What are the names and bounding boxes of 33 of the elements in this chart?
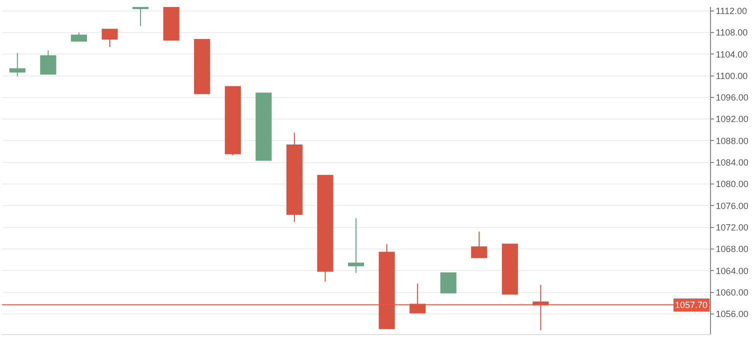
y-tick-label: 1108.00 [716,28,748,38]
candlestick [286,132,302,222]
y-tick-label: 1092.00 [716,114,748,124]
candlestick [256,92,272,161]
y-tick-label: 1076.00 [716,200,748,211]
candlestick [410,283,426,314]
y-tick-label: 1084.00 [716,158,748,168]
ref-line-label: 1057.70 [675,300,708,310]
candlestick [70,32,87,42]
candlestick [378,244,395,330]
candlestick [163,7,180,41]
y-tick-label: 1068.00 [716,244,748,254]
candlestick [9,52,26,77]
y-tick-label: 1088.00 [716,136,748,146]
y-tick-label: 1096.00 [716,92,748,103]
y-tick-label: 1112.00 [716,6,748,16]
y-tick-label: 1100.00 [716,70,748,81]
y-tick-label: 1064.00 [716,266,748,276]
y-tick-label: 1104.00 [716,49,748,60]
candlestick [532,284,549,331]
y-tick-label: 1056.00 [716,309,748,320]
candlestick [224,86,241,156]
candlestick [348,218,364,274]
y-tick-label: 1072.00 [716,222,748,232]
candlestick [317,174,334,282]
candlestick [194,38,210,94]
candlestick [502,244,518,294]
candlestick [440,272,456,294]
candlestick [471,231,488,258]
candlestick [102,28,118,48]
y-tick-label: 1080.00 [716,179,748,190]
candlestick [40,50,56,75]
y-tick-label: 1060.00 [716,287,748,298]
